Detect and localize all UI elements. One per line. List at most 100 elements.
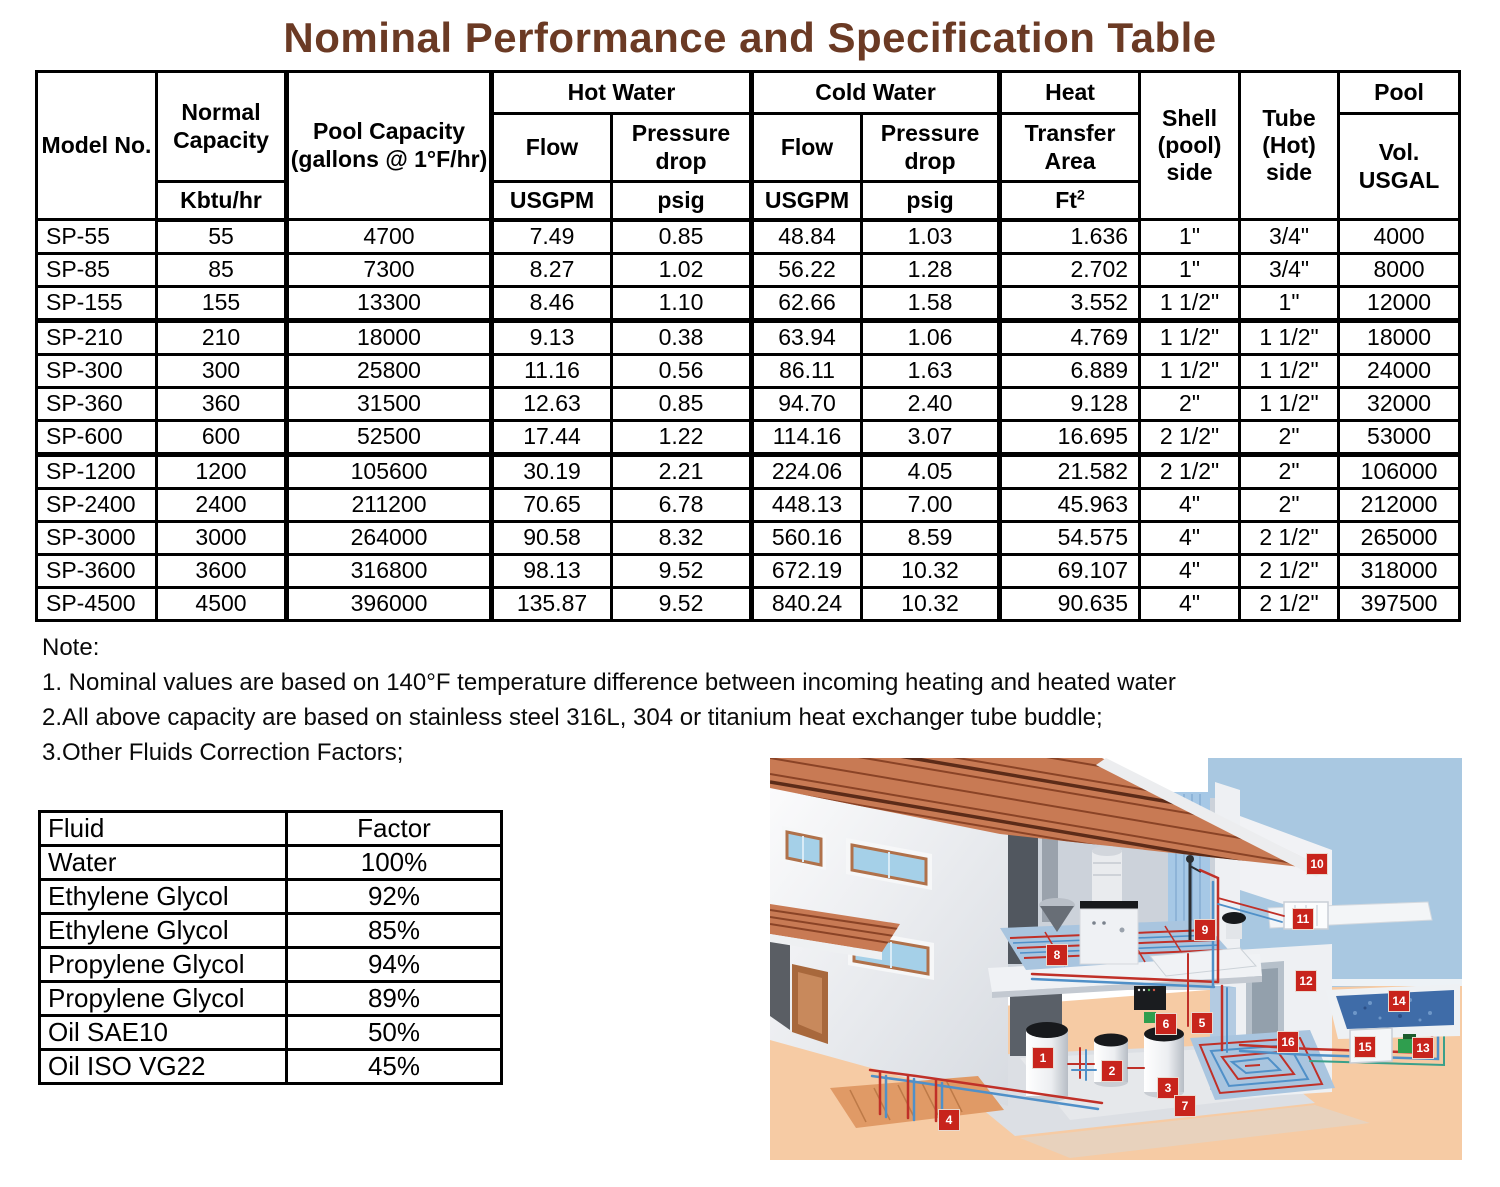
spec-table-cell: 211200 bbox=[285, 486, 494, 523]
spec-table-cell: 4.769 bbox=[998, 318, 1142, 356]
spec-table-cell: 1" bbox=[1238, 284, 1341, 323]
spec-table-cell: 2" bbox=[1238, 452, 1341, 490]
spec-table-cell: SP-85 bbox=[35, 251, 158, 288]
spec-table-cell: 70.65 bbox=[490, 486, 613, 523]
spec-table-cell: 55 bbox=[155, 218, 289, 255]
illustration: 1 2 3 4 5 6 7 8 9 10 11 12 13 14 15 16 bbox=[770, 758, 1462, 1160]
fluid-table-row: Ethylene Glycol 85% bbox=[38, 912, 503, 949]
spec-table-cell: 6.78 bbox=[609, 486, 755, 523]
spec-table-cell: SP-3000 bbox=[35, 519, 158, 556]
fluid-table-cell: Oil ISO VG22 bbox=[38, 1048, 288, 1085]
window-upper-left bbox=[782, 826, 826, 870]
numbered-marker: 11 bbox=[1293, 909, 1313, 929]
spec-table-cell: SP-210 bbox=[35, 318, 158, 356]
fluid-table-row: Propylene Glycol 89% bbox=[38, 980, 503, 1017]
spec-table-cell: 0.38 bbox=[609, 318, 755, 356]
col-header-pool-vol: Vol. USGAL bbox=[1337, 112, 1462, 221]
spec-table-cell: 114.16 bbox=[750, 418, 864, 457]
fluid-table-row: Water 100% bbox=[38, 844, 503, 881]
spec-table-cell: 1.10 bbox=[609, 284, 755, 323]
col-header-pool: Pool bbox=[1337, 70, 1462, 115]
numbered-marker: 15 bbox=[1355, 1037, 1375, 1057]
spec-table-cell: 8.59 bbox=[860, 519, 1003, 556]
spec-table-cell: 18000 bbox=[1337, 318, 1462, 356]
spec-table-row: SP-3000 3000 264000 90.58 8.32 560.16 8.59 54.5… bbox=[35, 519, 1462, 556]
spec-table-cell: 1" bbox=[1138, 218, 1242, 255]
fluid-table-cell: Propylene Glycol bbox=[38, 980, 288, 1017]
bathtub bbox=[1149, 947, 1258, 977]
spec-table-row: SP-55 55 4700 7.49 0.85 48.84 1.03 1.636 1" 3/4" 4… bbox=[35, 218, 1462, 255]
fluid-table-cell: Ethylene Glycol bbox=[38, 878, 288, 915]
spec-table-cell: 85 bbox=[155, 251, 289, 288]
spec-table-cell: 7.00 bbox=[860, 486, 1003, 523]
col-header-normal-capacity: Normal Capacity bbox=[155, 70, 289, 183]
spec-table-cell: 3/4" bbox=[1238, 251, 1341, 288]
heat-pump-control-box bbox=[1134, 986, 1166, 1023]
spec-table-cell: 210 bbox=[155, 318, 289, 356]
spec-table-cell: 4.05 bbox=[860, 452, 1003, 490]
col-header-shell-side: Shell (pool) side bbox=[1138, 70, 1242, 221]
spec-table-cell: 48.84 bbox=[750, 218, 864, 255]
page-title: Nominal Performance and Specification Ta… bbox=[283, 14, 1217, 61]
note-line-3: 3.Other Fluids Correction Factors; bbox=[42, 739, 404, 766]
numbered-marker: 4 bbox=[939, 1110, 959, 1130]
fluid-table-cell: Water bbox=[38, 844, 288, 881]
spec-table-row: SP-85 85 7300 8.27 1.02 56.22 1.28 2.702 1" 3/4" 8… bbox=[35, 251, 1462, 288]
spec-table-cell: 2 1/2" bbox=[1238, 585, 1341, 622]
spec-table-cell: SP-600 bbox=[35, 418, 158, 457]
porch-roof bbox=[770, 904, 900, 960]
spec-table-cell: 13300 bbox=[285, 284, 494, 323]
spec-table-cell: 840.24 bbox=[750, 585, 864, 622]
spec-table-cell: 1.22 bbox=[609, 418, 755, 457]
spec-table-cell: 98.13 bbox=[490, 552, 613, 589]
col-header-tube-side: Tube (Hot) side bbox=[1238, 70, 1341, 221]
numbered-marker: 6 bbox=[1156, 1014, 1176, 1034]
window-upper-right bbox=[846, 838, 932, 890]
spec-table-cell: 1 1/2" bbox=[1238, 385, 1341, 422]
entry-door bbox=[792, 964, 828, 1044]
spec-table-cell: 1200 bbox=[155, 452, 289, 490]
col-header-kbtu: Kbtu/hr bbox=[155, 180, 289, 222]
spec-table-cell: 0.85 bbox=[609, 385, 755, 422]
spec-table-cell: 9.128 bbox=[998, 385, 1142, 422]
spec-table-cell: 56.22 bbox=[750, 251, 864, 288]
factor-col-header: Factor bbox=[285, 810, 503, 847]
spec-table-cell: 8000 bbox=[1337, 251, 1462, 288]
spec-table-cell: 1 1/2" bbox=[1138, 318, 1242, 356]
spec-table-row: SP-3600 3600 316800 98.13 9.52 672.19 10.32 69.… bbox=[35, 552, 1462, 589]
spec-table-cell: 2 1/2" bbox=[1138, 452, 1242, 490]
ft-unit: Ft bbox=[1055, 186, 1077, 213]
numbered-marker: 1 bbox=[1033, 1048, 1053, 1068]
porch-shadow bbox=[770, 936, 790, 1030]
spec-table-cell: 448.13 bbox=[750, 486, 864, 523]
numbered-marker: 13 bbox=[1413, 1038, 1433, 1058]
spec-table-cell: SP-360 bbox=[35, 385, 158, 422]
note-line-2: 2.All above capacity are based on stainl… bbox=[42, 704, 1103, 731]
fluid-table-head: Fluid Factor bbox=[38, 810, 503, 847]
spec-table-cell: 9.52 bbox=[609, 585, 755, 622]
col-header-heat: Heat bbox=[998, 70, 1142, 115]
spec-table-row: SP-4500 4500 396000 135.87 9.52 840.24 10.32 90… bbox=[35, 585, 1462, 622]
spec-table-cell: 12000 bbox=[1337, 284, 1462, 323]
col-header-usgpm-cold: USGPM bbox=[750, 180, 864, 222]
spec-table-cell: 90.58 bbox=[490, 519, 613, 556]
spec-table-cell: 1 1/2" bbox=[1238, 318, 1341, 356]
spec-table-cell: 2.21 bbox=[609, 452, 755, 490]
fluid-table-cell: 50% bbox=[285, 1014, 503, 1051]
spec-table-cell: 2.40 bbox=[860, 385, 1003, 422]
spec-table-cell: 53000 bbox=[1337, 418, 1462, 457]
horizon-strip bbox=[1208, 979, 1462, 986]
numbered-marker: 10 bbox=[1307, 854, 1327, 874]
numbered-marker: 12 bbox=[1296, 971, 1316, 991]
spec-table-cell: 30.19 bbox=[490, 452, 613, 490]
spec-table-row: SP-1200 1200 105600 30.19 2.21 224.06 4.05 21.5… bbox=[35, 452, 1462, 490]
spec-table-cell: 3600 bbox=[155, 552, 289, 589]
spec-table-cell: 265000 bbox=[1337, 519, 1462, 556]
col-header-flow-hot: Flow bbox=[490, 112, 613, 183]
spec-table-cell: 1 1/2" bbox=[1138, 352, 1242, 389]
spec-table-cell: 6.889 bbox=[998, 352, 1142, 389]
spec-table-cell: 25800 bbox=[285, 352, 494, 389]
numbered-marker: 16 bbox=[1278, 1032, 1298, 1052]
spec-table-cell: 2" bbox=[1238, 418, 1341, 457]
numbered-marker: 14 bbox=[1389, 991, 1409, 1011]
